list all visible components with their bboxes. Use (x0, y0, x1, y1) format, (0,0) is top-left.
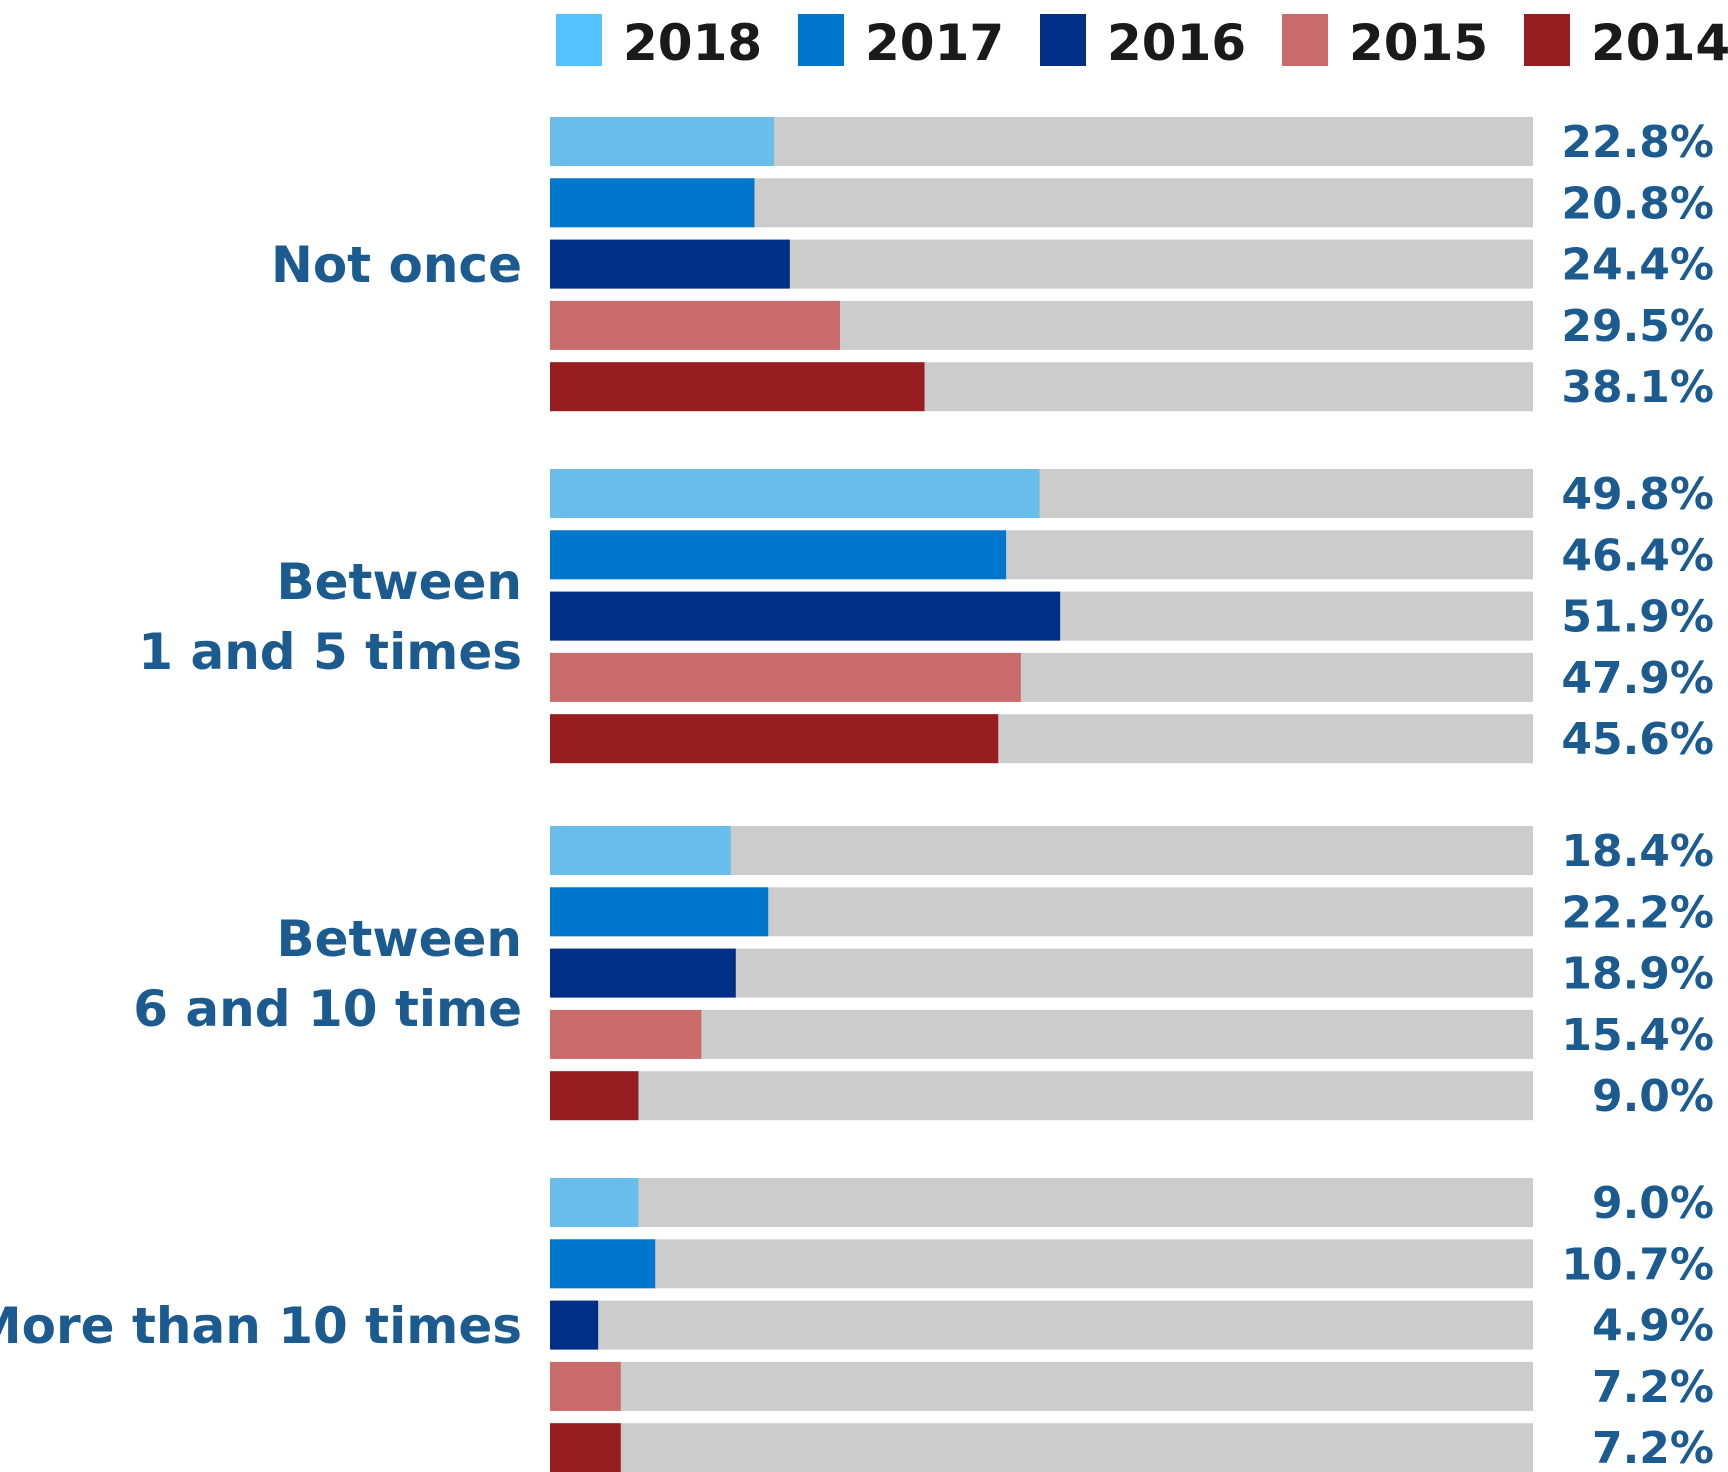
value-label: 18.4% (1561, 826, 1714, 877)
bar-track (550, 1361, 1533, 1411)
bar-groups: 22.8% 20.8% 24.4% 29.5% 38.1% Not once 49.8% 46… (0, 117, 1714, 1472)
value-label: 38.1% (1561, 362, 1714, 413)
group-between-1-and-5-times: 49.8% 46.4% 51.9% 47.9% 45.6% Between 1 and 5 … (138, 469, 1714, 765)
value-label: 9.0% (1592, 1071, 1714, 1122)
bar-2018 (550, 469, 1040, 518)
value-label: 51.9% (1561, 592, 1714, 643)
bar-track (550, 1423, 1533, 1472)
legend-label-2016: 2016 (1107, 14, 1246, 72)
bar-2018 (550, 826, 731, 875)
legend-swatch-2018 (556, 14, 602, 66)
group-more-than-10-times: 9.0% 10.7% 4.9% 7.2% 7.2% More than 10 times (0, 1178, 1714, 1472)
group-between-6-and-10-time: 18.4% 22.2% 18.9% 15.4% 9.0% Between 6 and 10 … (133, 826, 1714, 1122)
legend-swatch-2016 (1040, 14, 1086, 66)
value-label: 4.9% (1592, 1301, 1714, 1352)
legend-swatch-2017 (798, 14, 844, 66)
value-label: 47.9% (1561, 653, 1714, 704)
value-label: 7.2% (1592, 1362, 1714, 1413)
bar-2014 (550, 362, 925, 412)
bar-2015 (550, 1009, 702, 1059)
value-label: 9.0% (1592, 1178, 1714, 1229)
bar-2015 (550, 652, 1021, 702)
bar-2014 (550, 714, 999, 764)
value-label: 10.7% (1561, 1239, 1714, 1290)
value-label: 18.9% (1561, 949, 1714, 1000)
category-label: Between (276, 910, 522, 968)
bar-2017 (550, 178, 755, 228)
bar-2016 (550, 948, 736, 998)
bar-2017 (550, 887, 769, 937)
bar-track (550, 1009, 1533, 1059)
category-label: 6 and 10 time (133, 980, 522, 1038)
category-label: Between (276, 553, 522, 611)
bar-2014 (550, 1071, 639, 1121)
bar-2018 (550, 117, 775, 166)
value-label: 22.2% (1561, 887, 1714, 938)
bar-2015 (550, 300, 840, 350)
legend-label-2017: 2017 (865, 14, 1004, 72)
value-label: 45.6% (1561, 714, 1714, 765)
bar-2017 (550, 1239, 656, 1289)
bar-2014 (550, 1423, 621, 1472)
category-label: 1 and 5 times (138, 623, 522, 681)
bar-track (550, 1071, 1533, 1121)
bar-2018 (550, 1178, 639, 1227)
category-label: More than 10 times (0, 1297, 522, 1355)
bar-track (550, 1178, 1533, 1227)
legend-swatch-2014 (1524, 14, 1570, 66)
value-label: 49.8% (1561, 469, 1714, 520)
value-label: 20.8% (1561, 178, 1714, 229)
bar-2017 (550, 530, 1007, 580)
value-label: 29.5% (1561, 301, 1714, 352)
bar-track (550, 1239, 1533, 1289)
bar-2016 (550, 239, 790, 289)
legend-label-2018: 2018 (623, 14, 762, 72)
legend-label-2014: 2014 (1591, 14, 1728, 72)
legend-label-2015: 2015 (1349, 14, 1488, 72)
bar-2016 (550, 1300, 599, 1350)
value-label: 22.8% (1561, 117, 1714, 168)
category-label: Not once (271, 236, 522, 294)
legend-swatch-2015 (1282, 14, 1328, 66)
value-label: 7.2% (1592, 1423, 1714, 1472)
legend: 2018 2017 2016 2015 2014 (556, 14, 1728, 72)
bar-track (550, 1300, 1533, 1350)
value-label: 24.4% (1561, 240, 1714, 291)
bar-2015 (550, 1361, 621, 1411)
group-not-once: 22.8% 20.8% 24.4% 29.5% 38.1% Not once (271, 117, 1714, 413)
bar-2016 (550, 591, 1061, 641)
value-label: 15.4% (1561, 1010, 1714, 1061)
value-label: 46.4% (1561, 530, 1714, 581)
